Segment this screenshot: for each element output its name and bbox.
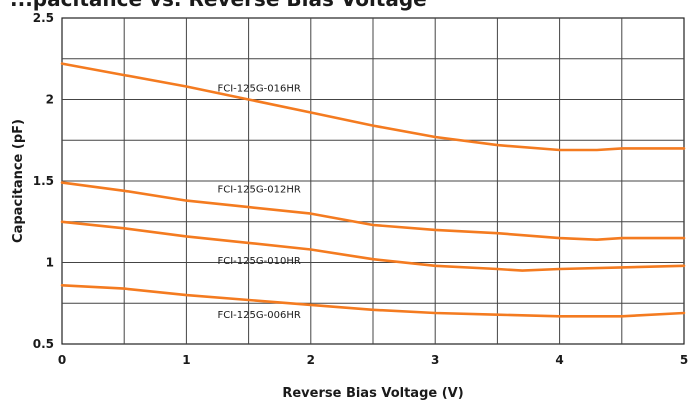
series-label: FCI-125G-012HR bbox=[218, 184, 301, 195]
series-label: FCI-125G-006HR bbox=[218, 310, 301, 321]
series-line bbox=[60, 62, 686, 152]
series-lines bbox=[60, 62, 686, 318]
y-tick-label: 0.5 bbox=[33, 337, 54, 351]
y-tick-label: 2.5 bbox=[33, 11, 54, 25]
x-tick-label: 5 bbox=[680, 353, 688, 367]
y-axis-label: Capacitance (pF) bbox=[11, 119, 26, 243]
series-line bbox=[60, 220, 686, 272]
y-tick-label: 2 bbox=[46, 93, 54, 107]
x-axis-label: Reverse Bias Voltage (V) bbox=[282, 386, 463, 401]
series-line bbox=[60, 284, 686, 318]
x-tick-label: 4 bbox=[555, 353, 563, 367]
series-label: FCI-125G-016HR bbox=[218, 83, 301, 94]
x-tick-label: 3 bbox=[431, 353, 439, 367]
y-tick-label: 1.5 bbox=[33, 174, 54, 188]
series-labels: FCI-125G-016HR FCI-125G-012HR FCI-125G-010… bbox=[218, 83, 301, 321]
chart-title: ...pacitance vs. Reverse Bias Voltage bbox=[10, 0, 427, 11]
x-tick-label: 0 bbox=[58, 353, 66, 367]
series-line bbox=[60, 181, 686, 241]
x-tick-label: 2 bbox=[307, 353, 315, 367]
y-tick-labels: 0.5 1 1.5 2 2.5 bbox=[33, 11, 54, 351]
y-tick-label: 1 bbox=[46, 256, 54, 270]
series-label: FCI-125G-010HR bbox=[218, 256, 301, 267]
x-tick-labels: 0 1 2 3 4 5 bbox=[58, 353, 688, 367]
x-tick-label: 1 bbox=[182, 353, 190, 367]
